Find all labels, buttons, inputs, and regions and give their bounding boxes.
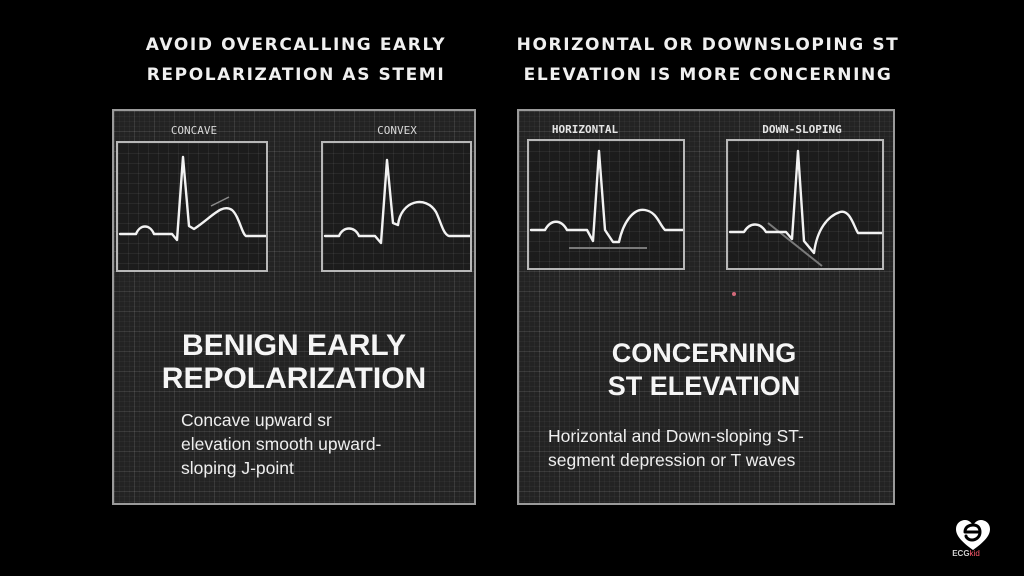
down-sloping-label: DOWN-SLOPING — [762, 123, 842, 136]
benign-early-repolarization-panel: CONCAVE CONVEX BENIGN EARLY REPOLARIZATI… — [112, 109, 476, 505]
right-title-line-1: CONCERNING — [611, 338, 797, 368]
left-heading-line-2: REPOLARIZATION AS STEMI — [146, 65, 446, 85]
convex-ecg-strip — [321, 141, 472, 272]
concave-label: CONCAVE — [170, 124, 218, 137]
left-heading: AVOID OVERCALLING EARLY REPOLARIZATION A… — [130, 30, 462, 90]
concerning-st-elevation-title: CONCERNING ST ELEVATION — [519, 337, 889, 403]
concave-ecg-strip — [116, 141, 268, 272]
concerning-st-elevation-panel: HORIZONTAL DOWN-SLOPING CONCERNING ST EL… — [517, 109, 895, 505]
left-heading-line-1: AVOID OVERCALLING EARLY — [145, 35, 447, 55]
ecg-trace-horizontal-st-icon — [529, 149, 683, 249]
ecg-trace-convex-st-elevation-icon — [323, 158, 470, 245]
convex-label: CONVEX — [377, 124, 417, 137]
brand-wordmark: ECGkid — [946, 549, 986, 558]
horizontal-ecg-strip — [527, 139, 685, 270]
ecgkid-heart-logo-icon — [956, 520, 990, 550]
accent-dot — [732, 292, 736, 296]
brand-suffix: kid — [969, 549, 980, 558]
ecg-trace-downsloping-st-icon — [728, 149, 882, 267]
benign-early-repolarization-title: BENIGN EARLY REPOLARIZATION — [114, 329, 474, 395]
right-heading-line-1: HORIZONTAL OR DOWNSLOPING ST — [516, 35, 900, 55]
brand-name: ECG — [952, 549, 970, 558]
concerning-st-elevation-description: Horizontal and Down-sloping ST- segment … — [548, 424, 888, 472]
right-heading: HORIZONTAL OR DOWNSLOPING ST ELEVATION I… — [502, 30, 914, 90]
downsloping-ecg-strip — [726, 139, 884, 270]
right-title-line-2: ST ELEVATION — [607, 371, 801, 401]
right-desc-line-1: Horizontal and Down-sloping ST- — [548, 426, 804, 446]
left-desc-line-3: sloping J-point — [181, 458, 294, 478]
benign-early-repolarization-description: Concave upward sr elevation smooth upwar… — [181, 408, 471, 480]
left-title-line-2: REPOLARIZATION — [161, 362, 427, 395]
ecg-trace-concave-st-elevation-icon — [118, 155, 266, 242]
horizontal-label: HORIZONTAL — [551, 123, 619, 136]
left-title-line-1: BENIGN EARLY — [182, 329, 406, 362]
right-desc-line-2: segment depression or T waves — [548, 450, 796, 470]
left-desc-line-2: elevation smooth upward- — [181, 434, 382, 454]
left-desc-line-1: Concave upward sr — [181, 410, 332, 430]
right-heading-line-2: ELEVATION IS MORE CONCERNING — [523, 65, 893, 85]
